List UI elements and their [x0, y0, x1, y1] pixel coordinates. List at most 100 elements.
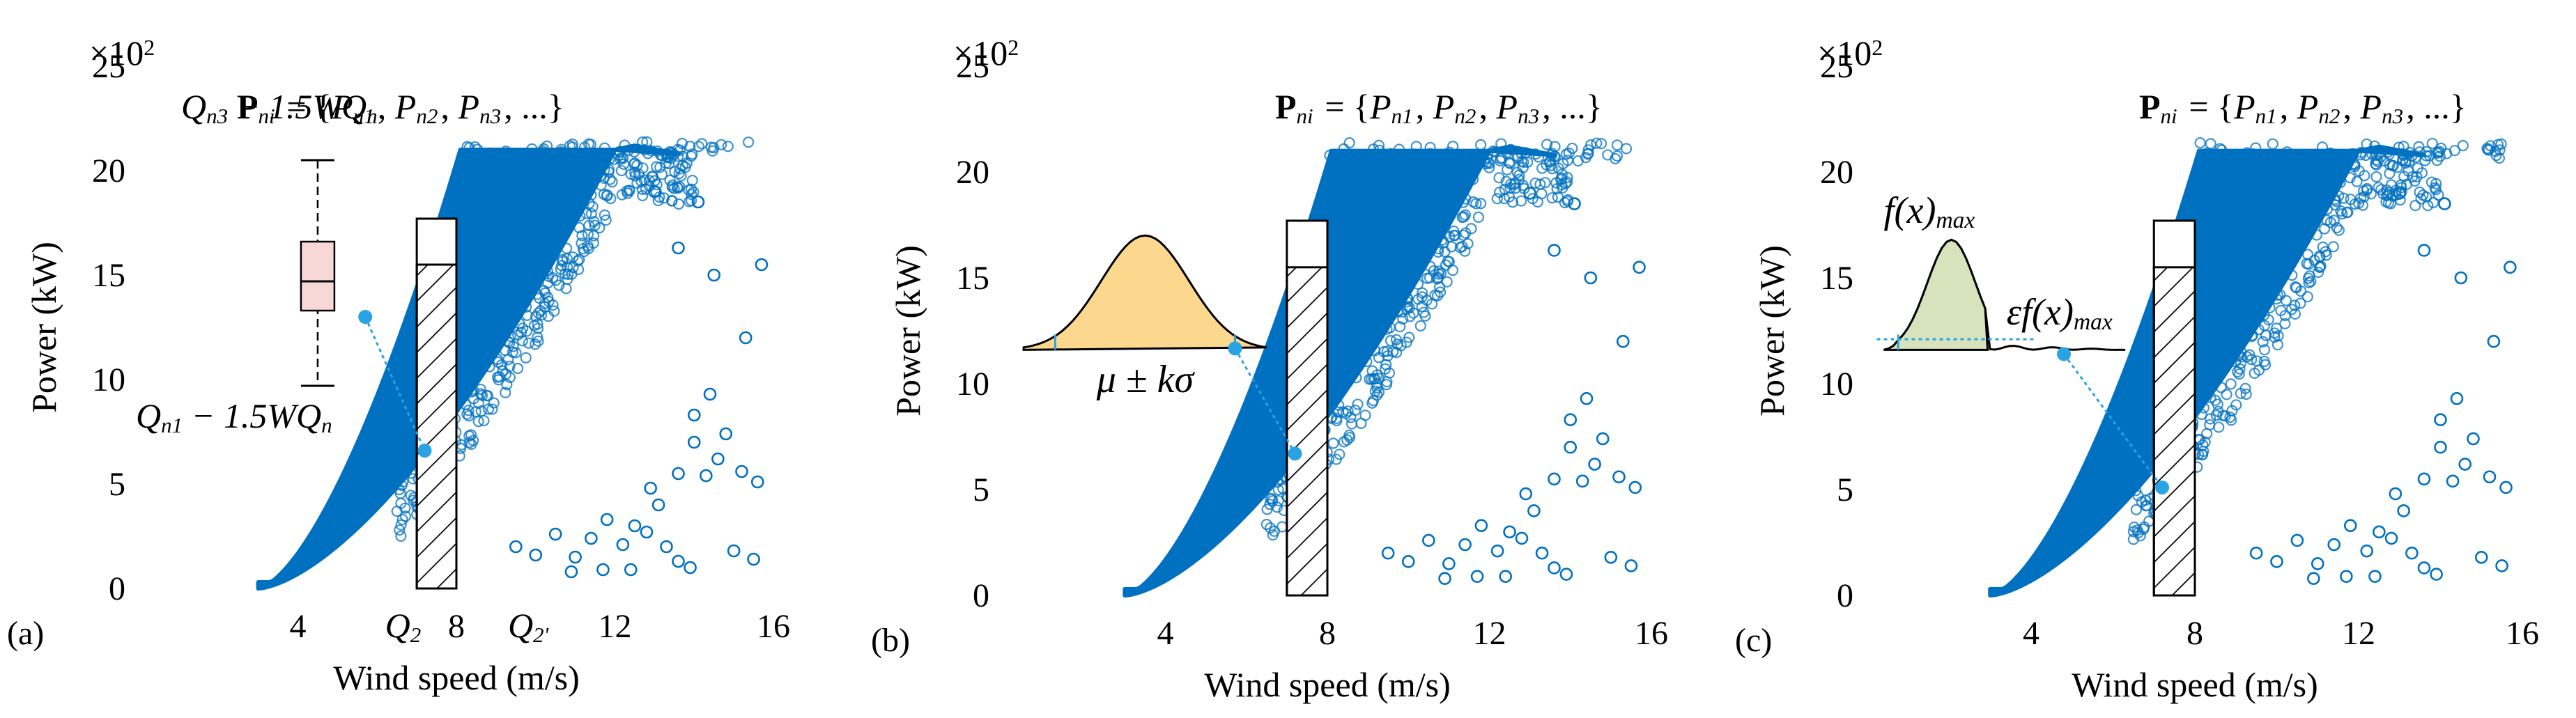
scatter-point — [1536, 188, 1548, 200]
scatter-point — [1546, 192, 1558, 204]
scatter-point — [2225, 378, 2237, 390]
scatter-point — [567, 261, 579, 274]
scatter-point — [2397, 504, 2410, 517]
scatter-point — [750, 475, 764, 489]
scatter-point — [1617, 334, 1630, 348]
scatter-point — [1552, 191, 1564, 203]
scatter-point — [1515, 531, 1529, 545]
scatter-point — [394, 524, 406, 536]
scatter-point — [583, 151, 594, 163]
scatter-point — [598, 188, 610, 201]
scatter-point — [1342, 150, 1354, 162]
scatter-point — [2311, 557, 2324, 570]
scatter-point — [1384, 322, 1396, 334]
scatter-point — [635, 175, 647, 187]
scatter-point — [1414, 320, 1426, 331]
y-tick-label: 5 — [109, 466, 125, 503]
scatter-point — [1397, 313, 1409, 325]
scatter-point — [583, 242, 594, 254]
scatter-point — [1472, 211, 1485, 224]
scatter-point — [463, 142, 475, 154]
scatter-point — [472, 416, 484, 428]
scatter-point — [1443, 146, 1456, 158]
scatter-point — [2483, 144, 2494, 156]
y-tick-label: 5 — [1837, 471, 1853, 508]
scatter-point — [1564, 413, 1578, 426]
scatter-point — [1373, 144, 1385, 156]
scatter-point — [548, 305, 560, 317]
scatter-point — [2132, 526, 2144, 539]
y-tick-label: 20 — [1820, 154, 1853, 191]
scatter-point — [1580, 391, 1594, 405]
scatter-point — [564, 565, 578, 579]
scatter-point — [686, 189, 697, 201]
scatter-point — [585, 189, 597, 201]
scatter-point — [672, 198, 685, 210]
scatter-point — [2258, 309, 2270, 321]
scatter-point — [2328, 214, 2340, 226]
scatter-point — [1371, 389, 1383, 401]
scatter-point — [2327, 538, 2341, 552]
scatter-point — [2258, 344, 2271, 356]
scatter-point — [2448, 145, 2461, 157]
box-body — [300, 240, 336, 312]
scatter-point — [2365, 188, 2377, 200]
panel-label: (c) — [1735, 622, 1772, 659]
scatter-point — [2239, 382, 2251, 394]
scatter-point — [472, 143, 484, 155]
scatter-point — [486, 403, 498, 415]
scatter-point — [1550, 177, 1562, 189]
scatter-point — [2415, 193, 2427, 205]
scatter-point — [1561, 171, 1573, 183]
scatter-point — [1575, 474, 1589, 488]
scatter-point — [1483, 157, 1495, 169]
scatter-point — [1342, 405, 1354, 417]
scatter-point — [672, 241, 685, 255]
scatter-point — [2290, 533, 2304, 547]
y-tick-label: 10 — [1820, 366, 1853, 403]
y-axis-title: Power (kW) — [1752, 245, 1791, 416]
scatter-point — [1359, 409, 1371, 421]
scatter-point — [1487, 145, 1499, 157]
scatter-point — [2358, 191, 2370, 203]
scatter-point — [2342, 206, 2354, 218]
scatter-point — [2136, 496, 2147, 508]
scatter-point — [580, 208, 592, 219]
scatter-point — [2313, 266, 2324, 279]
y-tick-label: 0 — [109, 570, 125, 607]
scatter-point — [521, 309, 533, 321]
scatter-point — [520, 301, 532, 313]
y-multiplier-label: ×102 — [89, 33, 155, 72]
scatter-point — [1504, 157, 1516, 170]
y-multiplier-label: ×102 — [1817, 33, 1883, 72]
scatter-point — [583, 197, 595, 209]
scatter-point — [520, 352, 532, 364]
scatter-point — [548, 527, 562, 541]
scatter-point — [2301, 290, 2313, 303]
y-tick-label: 0 — [1837, 577, 1853, 614]
scatter-point — [463, 437, 475, 448]
annotation-q-right: Q2' — [508, 606, 550, 647]
scatter-point — [2360, 544, 2374, 558]
scatter-point — [1373, 149, 1385, 161]
scatter-point — [2290, 281, 2301, 293]
scatter-dense-band — [1988, 144, 2426, 598]
scatter-point — [2251, 355, 2263, 367]
scatter-point — [2212, 405, 2224, 417]
scatter-point — [2426, 137, 2438, 150]
scatter-point — [2370, 154, 2382, 166]
scatter-point — [2258, 355, 2270, 368]
scatter-point — [515, 327, 527, 338]
chart-panel-b: 4 8 12 16 0 5 10 15 20 25×102 Wind speed (m/s) Powe… — [871, 33, 1668, 704]
scatter-point — [2334, 177, 2346, 189]
scatter-point — [573, 253, 585, 265]
scatter-point — [2198, 402, 2209, 414]
scatter-point — [395, 519, 407, 531]
scatter-point — [525, 151, 537, 163]
scatter-point — [747, 552, 760, 566]
x-tick-label: 12 — [599, 608, 632, 645]
scatter-point — [2406, 171, 2419, 182]
scatter-point — [2413, 141, 2425, 153]
scatter-point — [2246, 329, 2258, 341]
